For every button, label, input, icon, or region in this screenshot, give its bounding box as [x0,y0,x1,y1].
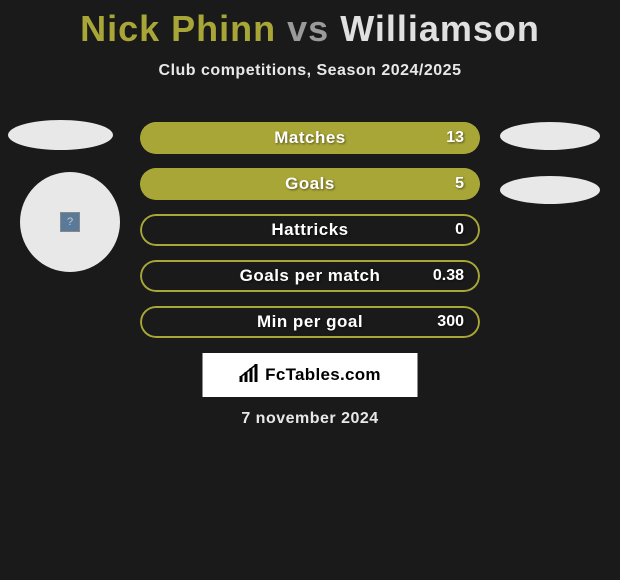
footer-badge-text: FcTables.com [265,365,381,385]
stat-label: Goals per match [240,266,381,286]
stat-bar: Min per goal 300 [140,306,480,338]
stat-bar: Hattricks 0 [140,214,480,246]
stat-value: 0.38 [433,267,464,285]
ellipse-decor-right-top [500,122,600,150]
stat-label: Goals [285,174,335,194]
stat-value: 300 [437,313,464,331]
avatar-placeholder: ? [20,172,120,272]
comparison-title: Nick Phinn vs Williamson [0,0,620,50]
stat-label: Matches [274,128,346,148]
footer-badge: FcTables.com [203,353,418,397]
player1-name: Nick Phinn [80,8,276,49]
stat-label: Hattricks [271,220,348,240]
ellipse-decor-right-bottom [500,176,600,204]
vs-text: vs [287,8,329,49]
subtitle: Club competitions, Season 2024/2025 [0,62,620,80]
stat-label: Min per goal [257,312,363,332]
stat-bar: Goals per match 0.38 [140,260,480,292]
stat-value: 13 [446,129,464,147]
footer-date: 7 november 2024 [241,410,378,428]
stats-container: Matches 13 Goals 5 Hattricks 0 Goals per match… [140,122,480,352]
player2-name: Williamson [340,8,540,49]
chart-icon [239,364,259,387]
stat-value: 5 [455,175,464,193]
avatar-inner-icon: ? [60,212,80,232]
stat-value: 0 [455,221,464,239]
ellipse-decor-left [8,120,113,150]
stat-bar: Goals 5 [140,168,480,200]
stat-bar: Matches 13 [140,122,480,154]
